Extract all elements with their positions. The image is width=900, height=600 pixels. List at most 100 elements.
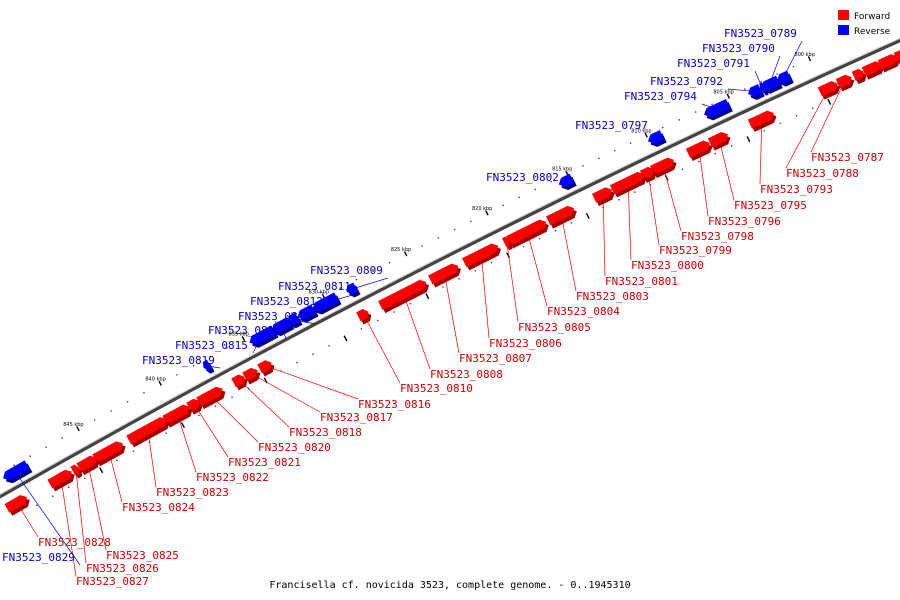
- gene-label[interactable]: FN3523_0791: [677, 57, 750, 70]
- gene-arrow-FN3523_0807[interactable]: [428, 261, 463, 288]
- gene-arrow-FN3523_0825[interactable]: [76, 453, 102, 476]
- gene-arrow-FN3523_0791[interactable]: [758, 82, 769, 97]
- gene-label[interactable]: FN3523_0823: [156, 486, 229, 499]
- gene-label[interactable]: FN3523_0799: [659, 244, 732, 257]
- gene-arrow-FN3523_0808[interactable]: [378, 277, 431, 314]
- gene-arrow-FN3523_0818[interactable]: [231, 372, 249, 391]
- gene-arrow-FN3523_0804[interactable]: [505, 217, 551, 249]
- gene-arrow-FN3523_0802[interactable]: [557, 173, 577, 192]
- gene-label[interactable]: FN3523_0815: [175, 339, 248, 352]
- gene-label[interactable]: FN3523_0808: [430, 368, 503, 381]
- gene-label[interactable]: FN3523_0810: [400, 382, 473, 395]
- gene-arrow-FN3523_0810[interactable]: [356, 307, 373, 325]
- gene-arrow-FN3523_0811[interactable]: [310, 292, 342, 317]
- legend-forward-swatch: [838, 10, 849, 20]
- gene-arrow[interactable]: [861, 59, 887, 80]
- gene-label[interactable]: FN3523_0795: [734, 199, 807, 212]
- gene-label[interactable]: FN3523_0801: [605, 275, 678, 288]
- gene-label[interactable]: FN3523_0813: [238, 310, 311, 323]
- legend-reverse-swatch: [838, 25, 849, 35]
- gene-arrow-FN3523_0796[interactable]: [685, 138, 715, 162]
- gene-label[interactable]: FN3523_0822: [196, 471, 269, 484]
- gene-arrow[interactable]: [851, 67, 869, 85]
- gene-label[interactable]: FN3523_0827: [76, 575, 149, 588]
- gene-arrow-FN3523_0806[interactable]: [462, 241, 503, 271]
- gene-arrow-FN3523_0824[interactable]: [92, 438, 128, 467]
- leader-line-layer: [14, 40, 846, 577]
- gene-arrow-FN3523_0795[interactable]: [707, 129, 733, 151]
- gene-arrow[interactable]: [893, 46, 900, 66]
- gene-label[interactable]: FN3523_0790: [702, 42, 775, 55]
- gene-arrow-FN3523_0798[interactable]: [649, 155, 679, 179]
- gene-label[interactable]: FN3523_0803: [576, 290, 649, 303]
- gene-label[interactable]: FN3523_0814: [208, 324, 281, 337]
- gene-label[interactable]: FN3523_0805: [518, 321, 591, 334]
- gene-arrow-FN3523_0790[interactable]: [759, 75, 783, 96]
- gene-arrow-FN3523_0816[interactable]: [257, 358, 276, 377]
- gene-arrow-FN3523_0821[interactable]: [186, 396, 205, 415]
- gene-arrow-FN3523_0819[interactable]: [201, 359, 215, 375]
- gene-label[interactable]: FN3523_0812: [250, 295, 323, 308]
- gene-arrow[interactable]: [877, 52, 900, 73]
- gene-label[interactable]: FN3523_0811: [278, 280, 351, 293]
- gene-label[interactable]: FN3523_0802: [486, 171, 559, 184]
- gene-arrow-FN3523_0827[interactable]: [47, 467, 77, 492]
- gene-label[interactable]: FN3523_0794: [624, 90, 697, 103]
- gene-label[interactable]: FN3523_0809: [310, 264, 383, 277]
- gene-label[interactable]: FN3523_0817: [320, 411, 393, 424]
- gene-arrow-FN3523_0805[interactable]: [502, 235, 514, 251]
- gene-arrow-FN3523_0829[interactable]: [1, 460, 33, 486]
- gene-arrow-FN3523_0823[interactable]: [126, 414, 172, 448]
- gene-label[interactable]: FN3523_0796: [708, 215, 781, 228]
- gene-arrow-FN3523_0789[interactable]: [775, 70, 794, 89]
- gene-label[interactable]: FN3523_0829: [2, 551, 75, 564]
- gene-arrow-FN3523_0815[interactable]: [247, 325, 279, 351]
- gene-arrow-FN3523_0826[interactable]: [70, 463, 84, 479]
- gene-arrow-FN3523_0797[interactable]: [646, 130, 667, 150]
- gene-label[interactable]: FN3523_0824: [122, 501, 195, 514]
- tick-label: 820 kbp: [472, 206, 492, 212]
- gene-arrow-FN3523_0794[interactable]: [702, 98, 733, 123]
- gene-label[interactable]: FN3523_0816: [358, 398, 431, 411]
- gene-label[interactable]: FN3523_0788: [786, 167, 859, 180]
- tick-label: 810 kbp: [631, 128, 651, 134]
- gene-label[interactable]: FN3523_0826: [86, 562, 159, 575]
- gene-label[interactable]: FN3523_0804: [547, 305, 620, 318]
- gene-label-layer: FN3523_0789 FN3523_0790 FN3523_0791 FN3523_…: [2, 27, 884, 588]
- tick-label: 845 kbp: [63, 422, 83, 428]
- gene-label[interactable]: FN3523_0821: [228, 456, 301, 469]
- gene-label[interactable]: FN3523_0800: [631, 259, 704, 272]
- gene-label[interactable]: FN3523_0798: [681, 230, 754, 243]
- gene-label[interactable]: FN3523_0789: [724, 27, 797, 40]
- gene-label[interactable]: FN3523_0819: [142, 354, 215, 367]
- gene-arrow-FN3523_0788[interactable]: [817, 79, 843, 100]
- gene-label[interactable]: FN3523_0792: [650, 75, 723, 88]
- gene-label[interactable]: FN3523_0797: [575, 119, 648, 132]
- gene-layer: [1, 46, 900, 516]
- legend-forward-label: Forward: [854, 12, 890, 22]
- gene-label[interactable]: FN3523_0820: [258, 441, 331, 454]
- gene-label[interactable]: FN3523_0806: [489, 337, 562, 350]
- gene-label[interactable]: FN3523_0825: [106, 549, 179, 562]
- gene-arrow-FN3523_0820[interactable]: [196, 384, 228, 410]
- tick-label: 800 kbp: [795, 52, 815, 58]
- gene-arrow-FN3523_0800[interactable]: [609, 169, 649, 198]
- gene-label[interactable]: FN3523_0793: [760, 183, 833, 196]
- gene-label[interactable]: FN3523_0787: [811, 151, 884, 164]
- gene-arrow-FN3523_0801[interactable]: [591, 185, 617, 207]
- gene-arrow-FN3523_0817[interactable]: [242, 365, 262, 385]
- gene-arrow-FN3523_0787[interactable]: [835, 72, 857, 92]
- gene-arrow-FN3523_0809[interactable]: [344, 282, 361, 300]
- legend-reverse-label: Reverse: [854, 27, 891, 37]
- gene-label[interactable]: FN3523_0807: [459, 352, 532, 365]
- gene-arrow-FN3523_0828[interactable]: [4, 492, 32, 516]
- gene-arrow-FN3523_0812[interactable]: [295, 304, 319, 325]
- gene-arrow-FN3523_0793[interactable]: [747, 108, 779, 132]
- gene-arrow-FN3523_0814[interactable]: [269, 317, 295, 339]
- gene-arrow-FN3523_0792[interactable]: [746, 84, 765, 103]
- gene-arrow-FN3523_0822[interactable]: [162, 402, 195, 428]
- gene-arrow-FN3523_0803[interactable]: [545, 203, 579, 229]
- gene-label[interactable]: FN3523_0818: [289, 426, 362, 439]
- gene-label[interactable]: FN3523_0828: [38, 536, 111, 549]
